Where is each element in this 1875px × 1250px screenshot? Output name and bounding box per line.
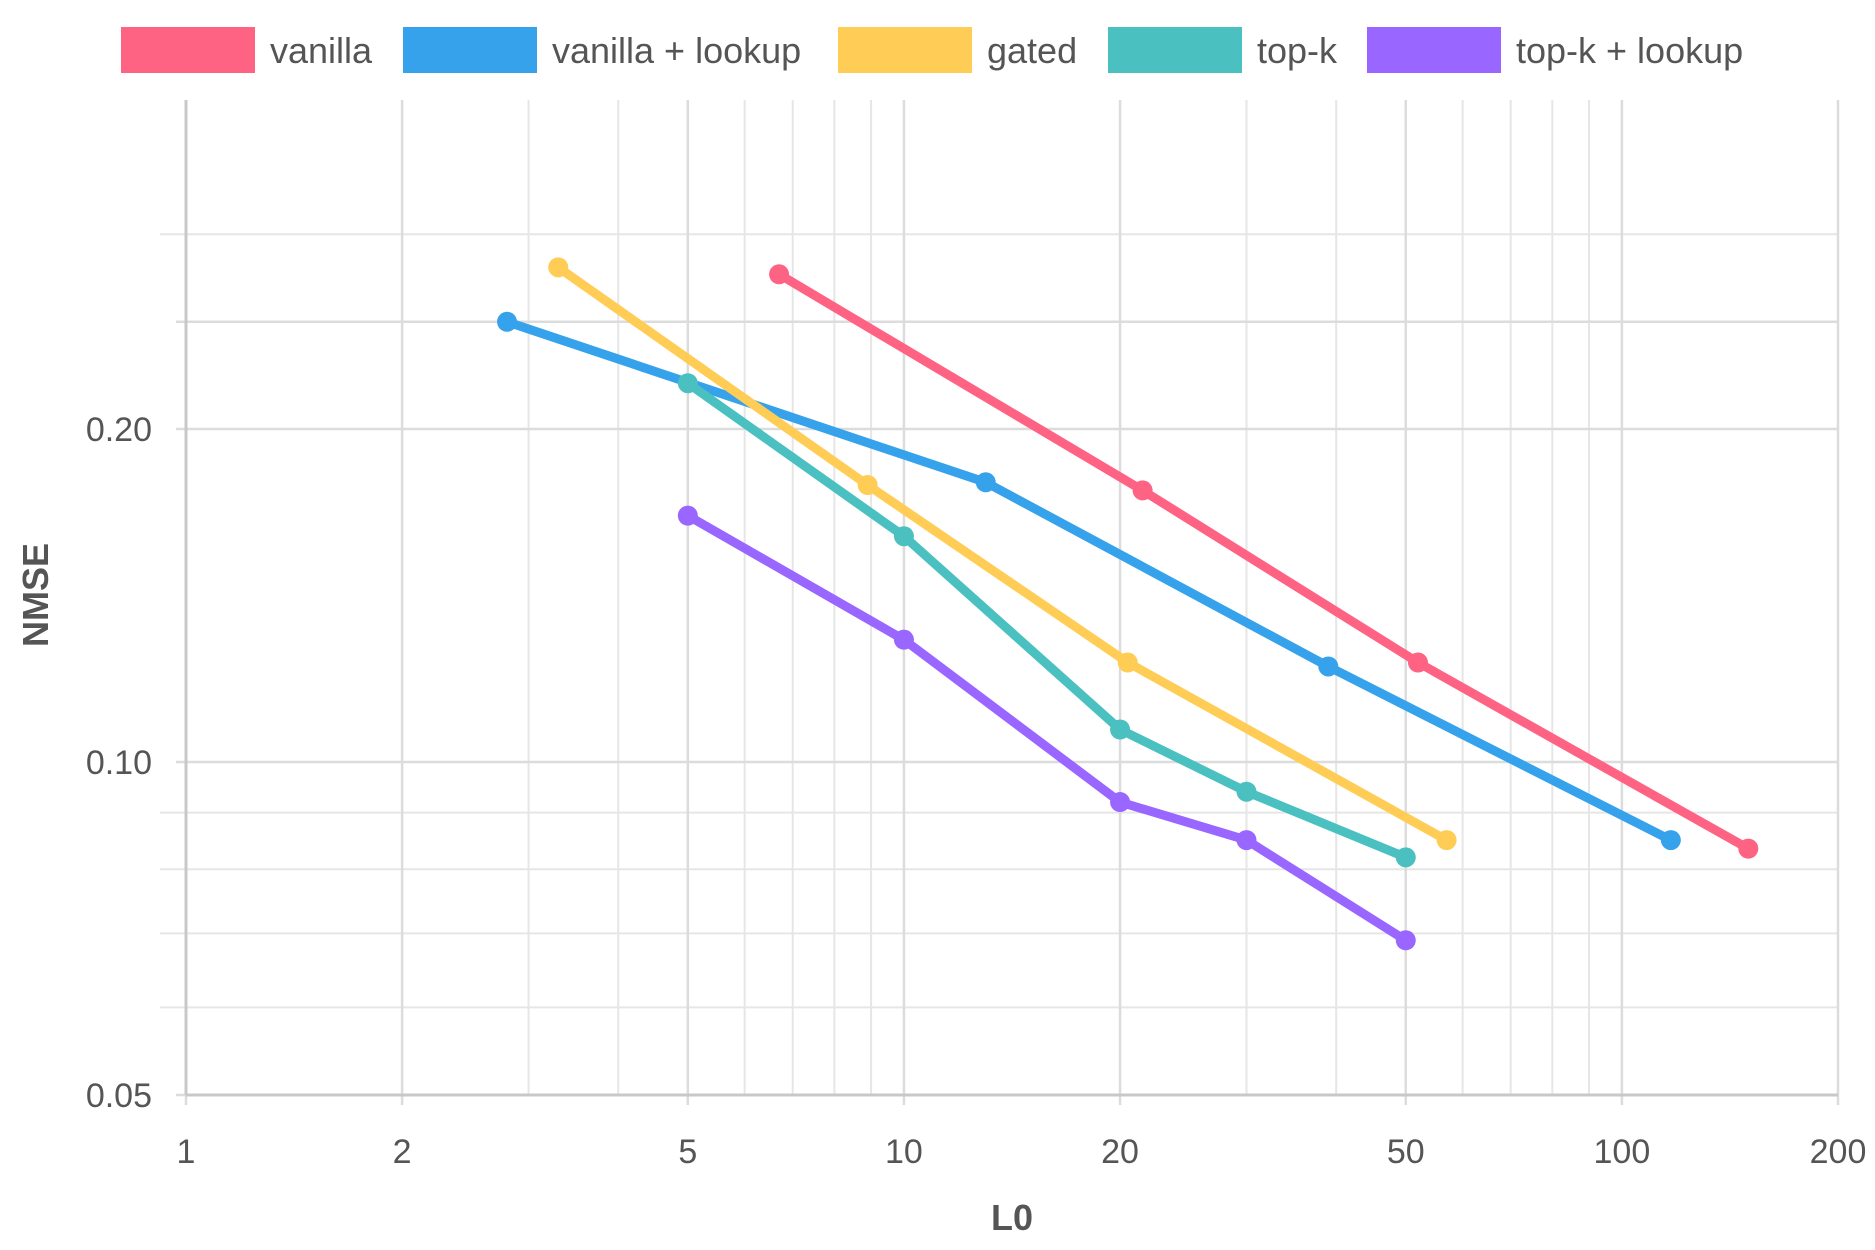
data-point — [1236, 830, 1257, 851]
data-point — [893, 526, 914, 547]
x-tick-label: 100 — [1594, 1133, 1651, 1171]
y-tick-label: 0.20 — [86, 411, 152, 449]
x-tick-label: 5 — [678, 1133, 697, 1171]
legend-label: vanilla — [270, 30, 373, 71]
data-point — [769, 264, 790, 285]
x-tick-label: 50 — [1387, 1133, 1425, 1171]
legend-swatch — [121, 27, 255, 73]
legend-label: gated — [987, 30, 1077, 71]
series-line-0 — [774, 269, 1753, 854]
x-tick-label: 2 — [393, 1133, 412, 1171]
series-line-4 — [683, 511, 1411, 945]
axes — [184, 100, 1838, 1097]
data-point — [857, 474, 878, 495]
data-point — [1318, 656, 1339, 677]
data-point — [1660, 830, 1681, 851]
legend-label: top-k — [1257, 30, 1338, 71]
x-tick-label: 200 — [1810, 1133, 1867, 1171]
legend-swatch — [403, 27, 537, 73]
data-point — [1436, 830, 1457, 851]
x-tick-label: 10 — [885, 1133, 923, 1171]
series-line-3 — [683, 378, 1411, 862]
data-point — [1738, 838, 1759, 859]
data-point — [677, 373, 698, 394]
tick-labels: 1 2 5 10 20 50 100 200 0.05 0.10 0.20 — [86, 411, 1867, 1171]
data-point — [1395, 847, 1416, 868]
legend-swatch — [838, 27, 972, 73]
data-point — [677, 505, 698, 526]
legend-swatch — [1367, 27, 1501, 73]
series-points — [497, 257, 1759, 951]
data-point — [1110, 792, 1131, 813]
legend-label: vanilla + lookup — [552, 30, 801, 71]
y-tick-label: 0.10 — [86, 744, 152, 782]
x-axis-title: L0 — [991, 1197, 1033, 1238]
series-line-2 — [553, 262, 1452, 845]
data-point — [1110, 719, 1131, 740]
series-lines — [502, 262, 1753, 945]
data-point — [1407, 652, 1428, 673]
legend: vanilla vanilla + lookup gated top-k top-k +… — [121, 27, 1743, 73]
data-point — [1117, 652, 1138, 673]
data-point — [1395, 930, 1416, 951]
x-tick-label: 20 — [1101, 1133, 1139, 1171]
minor-gridlines — [160, 100, 1838, 1095]
y-axis-title: NMSE — [15, 543, 56, 647]
data-point — [975, 472, 996, 493]
legend-label: top-k + lookup — [1516, 30, 1743, 71]
data-point — [1132, 480, 1153, 501]
data-point — [1236, 781, 1257, 802]
data-point — [497, 311, 518, 332]
x-tick-label: 1 — [177, 1133, 196, 1171]
y-tick-label: 0.05 — [86, 1077, 152, 1115]
data-point — [893, 629, 914, 650]
data-point — [548, 257, 569, 278]
legend-swatch — [1108, 27, 1242, 73]
